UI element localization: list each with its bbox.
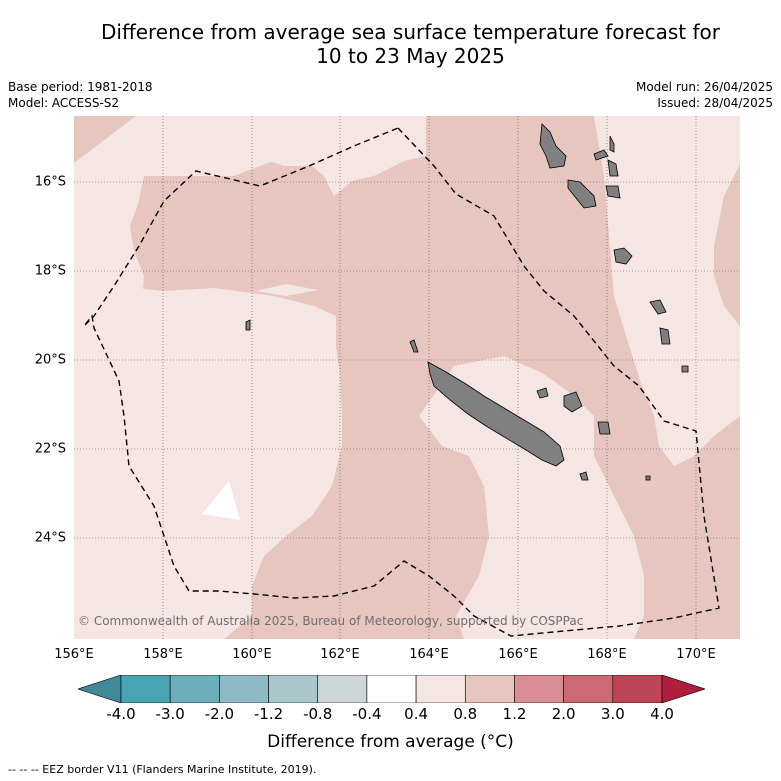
colorbar-bin (464, 674, 515, 704)
colorbar-bin (514, 674, 564, 704)
loyalty-island-3 (597, 421, 611, 435)
lon-tick-162e: 162°E (320, 647, 360, 662)
islet-isle-of-pines (579, 471, 589, 481)
anomaly-region-east (594, 116, 740, 466)
meta-left: Base period: 1981-2018 Model: ACCESS-S2 (8, 79, 153, 111)
colorbar-tick-label: -0.8 (303, 705, 333, 723)
loyalty-island-1 (536, 387, 549, 399)
colorbar-tick-label: 1.2 (502, 705, 527, 723)
lat-tick-22s: 22°S (34, 441, 66, 457)
anomaly-patch-neutral (202, 481, 240, 520)
colorbar-tick-label: 0.4 (404, 705, 429, 723)
colorbar-bin (268, 674, 319, 704)
graticule (74, 116, 740, 639)
vanuatu-malekula (567, 179, 597, 209)
anomaly-region-northwest (74, 116, 324, 436)
vanuatu-tanna (649, 299, 667, 315)
lat-tick-18s: 18°S (34, 263, 66, 279)
islet-south-2 (645, 475, 651, 481)
anomaly-region-west (74, 276, 342, 639)
lon-tick-160e: 160°E (232, 647, 272, 662)
colorbar-extend-high (661, 674, 706, 704)
map-credit: © Commonwealth of Australia 2025, Bureau… (78, 614, 584, 628)
lon-tick-156e: 156°E (54, 647, 94, 662)
model-name: Model: ACCESS-S2 (8, 96, 120, 110)
chart-title: Difference from average sea surface temp… (40, 20, 781, 68)
colorbar-bin (120, 674, 171, 704)
vanuatu-island-d (605, 185, 621, 199)
new-caledonia-mainland (427, 361, 565, 467)
vanuatu-efate (613, 247, 633, 265)
colorbar-tick-label: -1.2 (253, 705, 284, 723)
issued-date: Issued: 28/04/2025 (657, 96, 773, 110)
colorbar-bin (612, 674, 663, 704)
lon-tick-158e: 158°E (143, 647, 183, 662)
vanuatu-erromango (659, 327, 671, 345)
colorbar-bin (563, 674, 614, 704)
colorbar (77, 674, 706, 704)
lon-tick-168e: 168°E (587, 647, 627, 662)
colorbar-svg (77, 674, 706, 704)
colorbar-tick-label: -2.0 (204, 705, 234, 723)
colorbar-tick-label: 2.0 (551, 705, 576, 723)
lon-tick-166e: 166°E (498, 647, 538, 662)
lat-tick-16s: 16°S (34, 174, 66, 190)
meta-right: Model run: 26/04/2025 Issued: 28/04/2025 (636, 79, 773, 111)
model-run: Model run: 26/04/2025 (635, 80, 773, 94)
colorbar-bin (169, 674, 220, 704)
map-panel (74, 116, 740, 639)
anomaly-region-center (419, 356, 644, 639)
colorbar-tick-label: 3.0 (600, 705, 625, 723)
title-line-2: 10 to 23 May 2025 (316, 44, 505, 68)
lon-tick-164e: 164°E (409, 647, 449, 662)
title-line-1: Difference from average sea surface temp… (100, 20, 720, 44)
colorbar-tick-label: -4.0 (106, 705, 136, 723)
lat-tick-24s: 24°S (34, 530, 66, 546)
anomaly-region-north (226, 116, 426, 196)
colorbar-bin (415, 674, 466, 704)
eez-legend: -- -- -- EEZ border V11 (Flanders Marine… (8, 763, 317, 776)
colorbar-bin (219, 674, 269, 704)
colorbar-extend-low (77, 674, 122, 704)
eez-border (83, 127, 720, 637)
lon-tick-170e: 170°E (676, 647, 716, 662)
map-svg (74, 116, 740, 639)
anomaly-patch-small (256, 284, 318, 296)
colorbar-title: Difference from average (°C) (267, 732, 514, 752)
vanuatu-island-a (593, 149, 609, 161)
islet-west (245, 319, 251, 331)
colorbar-bin (366, 674, 417, 704)
colorbar-bin (317, 674, 368, 704)
vanuatu-espiritu-santo (539, 123, 567, 169)
lat-tick-20s: 20°S (34, 352, 66, 368)
colorbar-tick-label: -3.0 (155, 705, 185, 723)
land-masses (245, 123, 689, 481)
vanuatu-island-b (609, 135, 615, 153)
islet-chesterfield (409, 339, 419, 353)
base-period: Base period: 1981-2018 (8, 80, 153, 94)
vanuatu-island-c (607, 159, 619, 177)
loyalty-island-2 (563, 391, 583, 413)
colorbar-tick-label: 0.8 (453, 705, 478, 723)
colorbar-tick-label: -0.4 (352, 705, 382, 723)
vanuatu-aneityum (681, 365, 689, 373)
colorbar-tick-label: 4.0 (650, 705, 674, 723)
